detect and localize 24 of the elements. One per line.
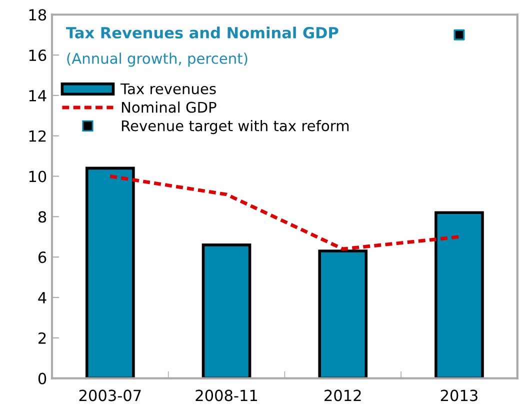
y-tick-label: 2 [38, 332, 46, 344]
y-tick-label: 10 [29, 170, 46, 182]
bar [434, 211, 484, 378]
legend-label: Revenue target with tax reform [122, 120, 349, 134]
bar [86, 166, 135, 378]
legend-label: Tax revenues [120, 83, 216, 94]
legend-label: Nominal GDP [122, 102, 216, 113]
y-tick-label: 8 [38, 211, 46, 223]
bar [318, 250, 368, 378]
x-tick-label: 2013 [440, 390, 478, 402]
y-tick-label: 14 [29, 90, 46, 102]
x-tick-label: 2008-11 [196, 390, 258, 402]
bar [202, 244, 252, 378]
y-tick-label: 18 [29, 9, 46, 21]
y-tick-label: 0 [38, 372, 46, 384]
y-tick-label: 12 [29, 130, 46, 142]
y-tick-label: 4 [38, 292, 46, 304]
x-tick-label: 2012 [324, 390, 361, 402]
text: Tax Revenues and Nominal GDP [66, 26, 338, 38]
y-tick-label: 6 [38, 252, 46, 264]
text: (Annual growth, percent) [67, 52, 248, 67]
line-series [108, 174, 461, 251]
y-tick-label: 16 [29, 50, 46, 62]
x-tick-label: 2003-07 [79, 390, 141, 402]
